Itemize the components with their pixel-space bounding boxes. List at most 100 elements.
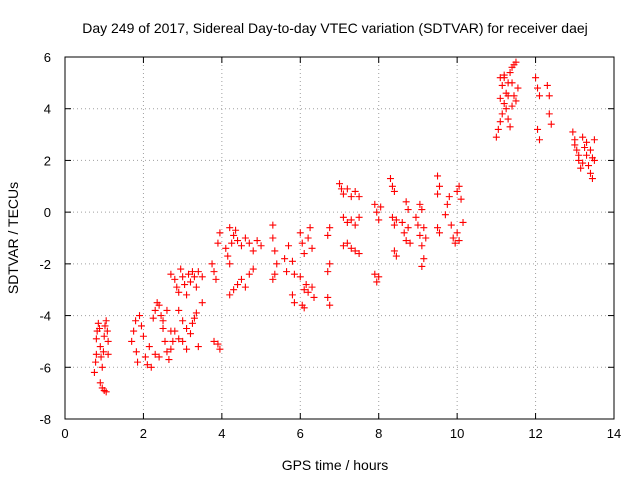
data-point	[171, 327, 179, 335]
data-point	[585, 162, 593, 170]
data-point	[228, 239, 236, 247]
data-point	[269, 275, 277, 283]
data-point	[324, 268, 332, 276]
data-point	[441, 211, 449, 219]
data-point	[343, 239, 351, 247]
data-point	[494, 125, 502, 133]
data-point	[510, 92, 518, 100]
data-point	[190, 273, 198, 281]
y-tick-label: 2	[44, 153, 51, 168]
data-point	[208, 260, 216, 268]
data-point	[412, 213, 420, 221]
data-point	[457, 195, 465, 203]
data-point	[155, 301, 163, 309]
data-point	[226, 291, 234, 299]
data-point	[136, 312, 144, 320]
data-point	[145, 343, 153, 351]
data-point	[588, 154, 596, 162]
data-point	[386, 175, 394, 183]
y-tick-label: -4	[39, 309, 51, 324]
data-point	[143, 361, 151, 369]
data-point	[241, 283, 249, 291]
data-point	[402, 237, 410, 245]
data-point	[586, 169, 594, 177]
chart-title: Day 249 of 2017, Sidereal Day-to-day VTE…	[82, 20, 588, 36]
data-point	[390, 187, 398, 195]
data-point	[371, 270, 379, 278]
x-tick-label: 8	[375, 426, 382, 441]
data-point	[288, 257, 296, 265]
data-point	[102, 317, 110, 325]
data-point	[590, 136, 598, 144]
data-point	[132, 348, 140, 356]
data-point	[92, 335, 100, 343]
data-point	[134, 358, 142, 366]
data-point	[173, 283, 181, 291]
data-point	[308, 283, 316, 291]
data-point	[414, 221, 422, 229]
x-tick-label: 2	[140, 426, 147, 441]
data-point	[581, 144, 589, 151]
data-point	[588, 175, 596, 183]
data-point	[139, 332, 147, 340]
data-point	[577, 164, 585, 172]
data-point	[216, 345, 224, 353]
data-point	[375, 273, 383, 281]
data-point	[579, 159, 587, 167]
data-point	[179, 317, 187, 325]
axis-ticks	[64, 56, 615, 420]
data-point	[104, 350, 112, 358]
data-point	[337, 185, 345, 193]
data-point	[406, 239, 414, 247]
data-point	[167, 345, 175, 353]
data-point	[281, 255, 289, 263]
y-tick-label: -8	[39, 412, 51, 427]
data-point	[183, 291, 191, 299]
data-point	[163, 348, 171, 356]
data-point	[339, 213, 347, 221]
data-point	[141, 353, 149, 361]
data-point	[175, 306, 183, 314]
data-point	[390, 221, 398, 229]
y-tick-label: 6	[44, 50, 51, 65]
data-point	[434, 190, 442, 198]
data-point	[351, 247, 359, 255]
data-point	[573, 146, 581, 154]
data-point	[245, 239, 253, 247]
data-point	[177, 265, 185, 273]
data-point	[508, 79, 516, 87]
data-point	[169, 337, 177, 345]
data-point	[326, 224, 334, 232]
data-point	[216, 229, 224, 237]
data-point	[304, 288, 312, 296]
data-point	[288, 291, 296, 299]
data-point	[210, 268, 218, 276]
x-tick-label: 14	[607, 426, 621, 441]
data-point	[290, 299, 298, 307]
y-tick-label: -6	[39, 360, 51, 375]
data-point	[285, 242, 293, 250]
data-point	[304, 234, 312, 242]
data-point	[512, 97, 520, 105]
data-point	[192, 283, 200, 291]
data-point	[543, 81, 551, 89]
data-point	[571, 141, 579, 149]
data-point	[579, 133, 587, 141]
data-point	[373, 278, 381, 286]
data-point	[194, 268, 202, 276]
data-point	[159, 317, 167, 325]
data-point	[535, 136, 543, 144]
data-point	[296, 229, 304, 237]
data-point	[230, 286, 238, 294]
data-point	[99, 348, 107, 356]
data-point	[188, 319, 196, 327]
x-tick-label: 12	[528, 426, 542, 441]
data-point	[102, 388, 110, 396]
data-point	[347, 216, 355, 224]
x-tick-label: 10	[450, 426, 464, 441]
data-point	[416, 231, 424, 239]
data-point	[532, 74, 540, 82]
data-point	[237, 275, 245, 283]
data-point	[198, 299, 206, 307]
data-point	[269, 234, 277, 242]
